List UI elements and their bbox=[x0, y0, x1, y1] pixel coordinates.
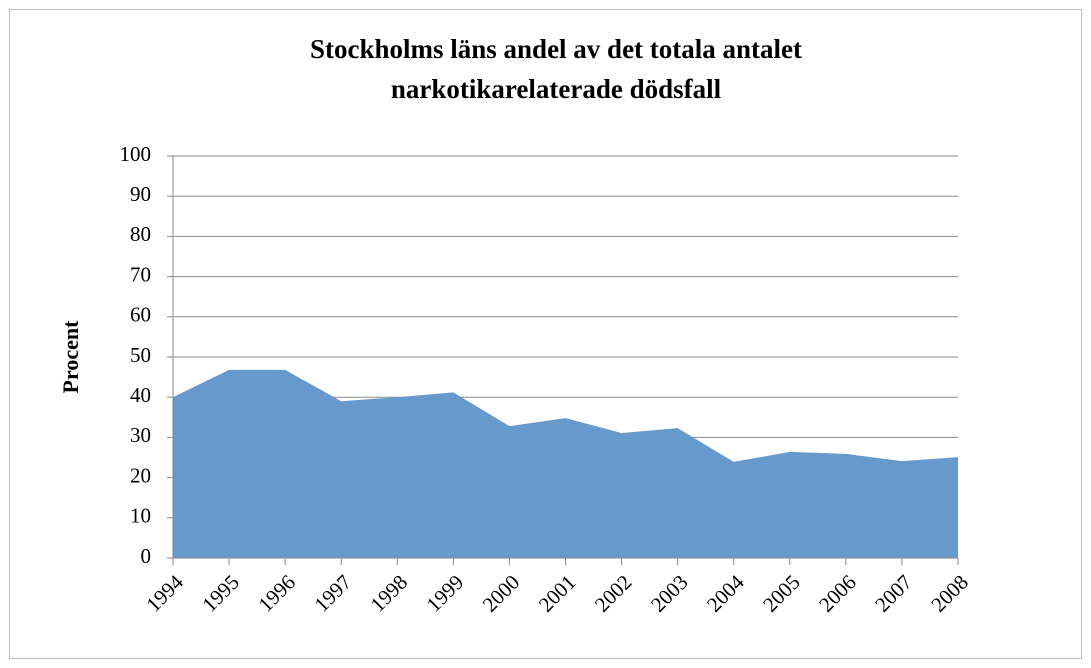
chart-border bbox=[9, 9, 1082, 659]
chart-title: narkotikarelaterade dödsfall bbox=[391, 74, 722, 104]
y-tick-label: 30 bbox=[130, 423, 151, 447]
area bbox=[173, 369, 958, 558]
y-tick-label: 100 bbox=[120, 142, 152, 166]
y-tick-label: 60 bbox=[130, 303, 151, 327]
y-tick-label: 20 bbox=[130, 463, 151, 487]
y-tick-label: 0 bbox=[141, 544, 152, 568]
y-tick-label: 40 bbox=[130, 383, 151, 407]
y-tick-label: 70 bbox=[130, 262, 151, 286]
y-axis-label: Procent bbox=[58, 320, 83, 394]
y-tick-label: 80 bbox=[130, 222, 151, 246]
y-tick-label: 90 bbox=[130, 182, 151, 206]
y-tick-label: 50 bbox=[130, 343, 151, 367]
chart-title: Stockholms läns andel av det totala anta… bbox=[310, 34, 802, 64]
y-tick-label: 10 bbox=[130, 504, 151, 528]
